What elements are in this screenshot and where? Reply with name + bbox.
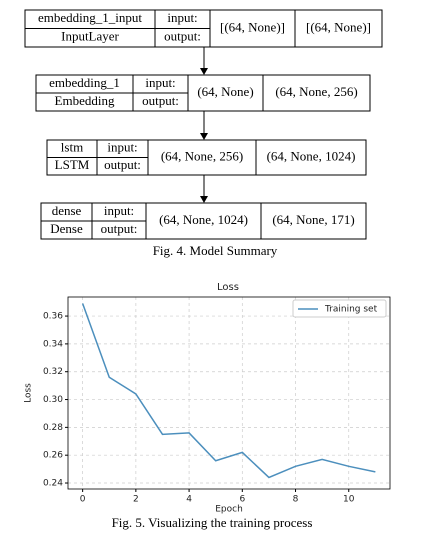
x-tick-label: 6 bbox=[239, 495, 245, 505]
x-axis-label: Epoch bbox=[215, 505, 243, 515]
layer-text: input: bbox=[107, 140, 137, 155]
x-tick-label: 0 bbox=[80, 495, 86, 505]
layer-text: output: bbox=[164, 29, 201, 44]
layer-text: input: bbox=[104, 203, 134, 218]
y-tick-label: 0.34 bbox=[43, 339, 63, 349]
y-tick-label: 0.24 bbox=[43, 479, 63, 489]
y-tick-label: 0.36 bbox=[43, 312, 63, 322]
x-tick-label: 10 bbox=[343, 495, 355, 505]
layer-text: Dense bbox=[50, 221, 83, 236]
y-tick-label: 0.32 bbox=[43, 367, 63, 377]
layer-text: (64, None, 1024) bbox=[159, 212, 248, 227]
layer-text: embedding_1_input bbox=[38, 10, 142, 25]
layer-text: dense bbox=[52, 203, 82, 218]
x-tick-label: 8 bbox=[293, 495, 299, 505]
layer-text: output: bbox=[104, 157, 141, 172]
y-tick-label: 0.28 bbox=[43, 423, 63, 433]
layer-text: Embedding bbox=[55, 93, 115, 108]
line-series bbox=[81, 303, 376, 479]
layer-text: embedding_1 bbox=[49, 75, 120, 90]
layer-text: input: bbox=[145, 75, 175, 90]
arrow-head bbox=[200, 196, 208, 203]
x-tick-label: 2 bbox=[133, 495, 139, 505]
layer-text: (64, None, 1024) bbox=[267, 148, 356, 163]
layer-text: [(64, None)] bbox=[220, 19, 285, 34]
chart-title: Loss bbox=[217, 282, 239, 293]
plot-frame bbox=[67, 296, 391, 490]
layer-text: lstm bbox=[61, 140, 83, 155]
layer-text: (64, None, 256) bbox=[161, 148, 243, 163]
y-axis-label: Loss bbox=[24, 383, 34, 403]
layer-text: output: bbox=[142, 93, 179, 108]
caption: Fig. 4. Model Summary bbox=[153, 243, 278, 258]
x-tick-label: 4 bbox=[186, 495, 192, 505]
caption: Fig. 5. Visualizing the training process bbox=[112, 515, 313, 530]
y-tick-label: 0.26 bbox=[43, 451, 63, 461]
arrow-head bbox=[200, 133, 208, 140]
legend-label: Training set bbox=[324, 305, 378, 315]
y-tick-label: 0.30 bbox=[43, 395, 63, 405]
legend-box bbox=[292, 299, 387, 318]
layer-text: (64, None, 256) bbox=[275, 84, 357, 99]
layer-text: output: bbox=[101, 221, 138, 236]
layer-text: input: bbox=[167, 10, 197, 25]
layer-text: LSTM bbox=[55, 157, 90, 172]
layer-text: InputLayer bbox=[61, 29, 119, 44]
arrow-head bbox=[200, 68, 208, 75]
layer-text: [(64, None)] bbox=[306, 19, 371, 34]
layer-text: (64, None, 171) bbox=[272, 212, 354, 227]
layer-text: (64, None) bbox=[197, 84, 253, 99]
